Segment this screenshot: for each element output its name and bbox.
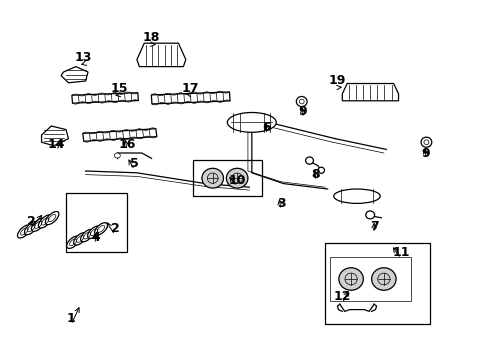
Text: 17: 17 [182,82,199,95]
Ellipse shape [74,233,86,245]
Ellipse shape [305,157,313,164]
Ellipse shape [24,221,38,235]
Text: 8: 8 [310,168,319,181]
Bar [325,243,429,324]
Text: 15: 15 [111,82,128,95]
Polygon shape [61,67,88,83]
Ellipse shape [45,212,59,225]
Text: 10: 10 [228,174,245,186]
Bar [82,129,157,141]
Ellipse shape [31,218,45,231]
Bar [66,193,127,252]
Ellipse shape [87,226,101,238]
Text: 6: 6 [262,121,270,134]
Ellipse shape [227,112,276,132]
Text: 14: 14 [47,138,65,150]
Ellipse shape [202,168,223,188]
Bar [72,93,138,103]
Text: 9: 9 [420,147,429,159]
Ellipse shape [296,96,306,107]
Bar [193,160,261,196]
Ellipse shape [39,215,52,228]
Ellipse shape [333,189,380,203]
Text: 18: 18 [142,31,160,44]
Polygon shape [137,43,185,67]
Text: 9: 9 [298,105,307,118]
Text: 1: 1 [66,312,75,325]
Text: 2: 2 [110,222,119,235]
Bar [329,257,410,301]
Text: 5: 5 [130,157,139,170]
Ellipse shape [18,225,31,238]
Ellipse shape [338,268,363,290]
Text: 19: 19 [328,75,346,87]
Ellipse shape [365,211,374,219]
Ellipse shape [371,268,395,290]
Polygon shape [342,84,398,101]
Ellipse shape [318,167,324,174]
Ellipse shape [94,223,107,235]
Text: 16: 16 [118,138,136,150]
Ellipse shape [226,168,247,188]
Text: 3: 3 [276,197,285,210]
Polygon shape [41,126,68,146]
Ellipse shape [114,153,120,158]
Text: 12: 12 [333,291,350,303]
Bar [151,92,230,104]
Ellipse shape [81,229,93,242]
Ellipse shape [66,236,80,248]
Text: 7: 7 [369,220,378,233]
Text: 13: 13 [74,51,92,64]
Ellipse shape [420,137,431,147]
Text: 2: 2 [27,215,36,228]
Text: 11: 11 [391,246,409,258]
Text: 4: 4 [91,231,100,244]
